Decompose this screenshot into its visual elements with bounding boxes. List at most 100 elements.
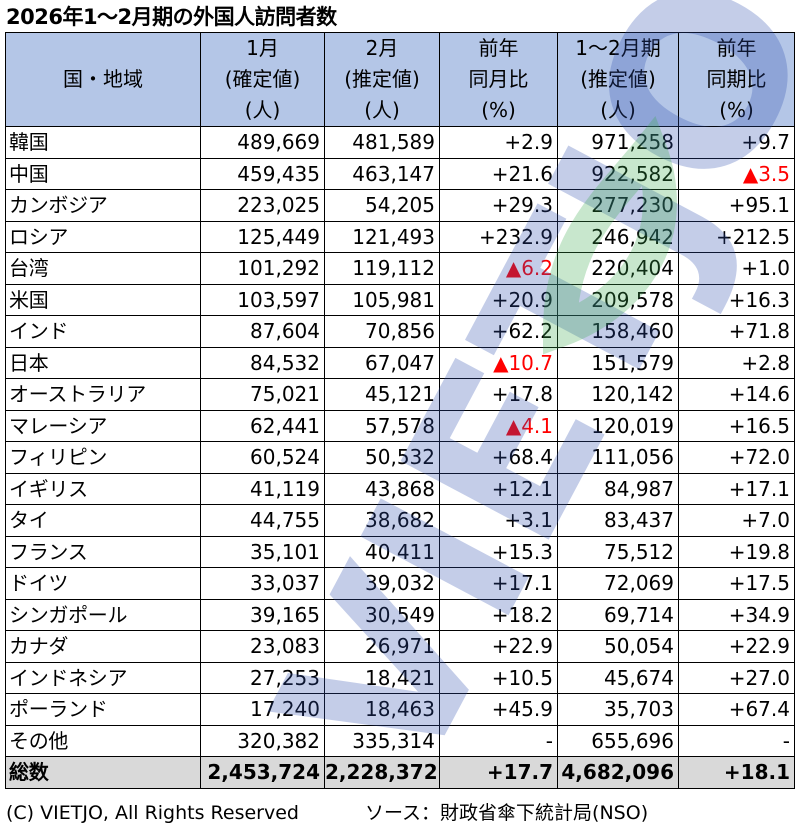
cell-jan: 17,240 <box>200 693 325 726</box>
cell-yoy: +67.4 <box>678 693 795 726</box>
cell-yoy: +18.1 <box>678 756 795 789</box>
cell-feb: 121,493 <box>324 220 440 253</box>
cell-feb: 335,314 <box>324 724 440 757</box>
table-row: カンボジア 223,025 54,205 +29.3 277,230 +95.1 <box>5 189 795 222</box>
cell-mom: +2.9 <box>439 126 558 159</box>
cell-feb: 50,532 <box>324 441 440 474</box>
cell-mom: +3.1 <box>439 504 558 537</box>
cell-mom: ▲6.2 <box>439 252 558 285</box>
table-row: シンガポール 39,165 30,549 +18.2 69,714 +34.9 <box>5 598 795 631</box>
cell-yoy: +19.8 <box>678 535 795 568</box>
cell-total: 277,230 <box>557 189 679 222</box>
cell-mom: +18.2 <box>439 598 558 631</box>
cell-jan: 125,449 <box>200 220 325 253</box>
cell-jan: 62,441 <box>200 409 325 442</box>
cell-yoy: +2.8 <box>678 346 795 379</box>
table-row: 台湾 101,292 119,112 ▲6.2 220,404 +1.0 <box>5 252 795 285</box>
cell-jan: 41,119 <box>200 472 325 505</box>
cell-name: カナダ <box>5 630 201 663</box>
total-row: 総数 2,453,724 2,228,372 +17.7 4,682,096 +18.1 <box>5 756 795 789</box>
cell-jan: 223,025 <box>200 189 325 222</box>
header-jan: 1月 (確定値) (人) <box>200 32 325 127</box>
table-row: タイ 44,755 38,682 +3.1 83,437 +7.0 <box>5 504 795 537</box>
cell-mom: +21.6 <box>439 157 558 190</box>
table-row: 日本 84,532 67,047 ▲10.7 151,579 +2.8 <box>5 346 795 379</box>
cell-name: 台湾 <box>5 252 201 285</box>
table-row: フィリピン 60,524 50,532 +68.4 111,056 +72.0 <box>5 441 795 474</box>
cell-name: フィリピン <box>5 441 201 474</box>
cell-feb: 70,856 <box>324 315 440 348</box>
cell-name: 米国 <box>5 283 201 316</box>
cell-feb: 54,205 <box>324 189 440 222</box>
page-title: 2026年1～2月期の外国人訪問者数 <box>6 5 337 29</box>
cell-total: 84,987 <box>557 472 679 505</box>
visitor-table: 国・地域 1月 (確定値) (人) 2月 (推定値) (人) 前年 同月比 (%) 1～2月… <box>5 32 795 789</box>
cell-yoy: +22.9 <box>678 630 795 663</box>
copyright-text: (C) VIETJO, All Rights Reserved <box>6 802 299 824</box>
cell-name: 日本 <box>5 346 201 379</box>
cell-mom: - <box>439 724 558 757</box>
cell-name: タイ <box>5 504 201 537</box>
cell-total: 120,019 <box>557 409 679 442</box>
cell-yoy: +212.5 <box>678 220 795 253</box>
table-row: オーストラリア 75,021 45,121 +17.8 120,142 +14.6 <box>5 378 795 411</box>
cell-jan: 23,083 <box>200 630 325 663</box>
cell-yoy: - <box>678 724 795 757</box>
cell-name: 総数 <box>5 756 201 789</box>
cell-total: 69,714 <box>557 598 679 631</box>
cell-total: 72,069 <box>557 567 679 600</box>
cell-name: 韓国 <box>5 126 201 159</box>
cell-name: ドイツ <box>5 567 201 600</box>
cell-total: 209,578 <box>557 283 679 316</box>
header-row: 国・地域 1月 (確定値) (人) 2月 (推定値) (人) 前年 同月比 (%) 1～2月… <box>5 32 795 127</box>
cell-mom: +17.8 <box>439 378 558 411</box>
cell-mom: +10.5 <box>439 661 558 694</box>
table-body: 韓国 489,669 481,589 +2.9 971,258 +9.7 中国 459,435… <box>5 126 795 789</box>
table-row: マレーシア 62,441 57,578 ▲4.1 120,019 +16.5 <box>5 409 795 442</box>
cell-name: ポーランド <box>5 693 201 726</box>
cell-mom: +15.3 <box>439 535 558 568</box>
cell-feb: 45,121 <box>324 378 440 411</box>
cell-name: 中国 <box>5 157 201 190</box>
cell-yoy: +9.7 <box>678 126 795 159</box>
cell-jan: 39,165 <box>200 598 325 631</box>
cell-feb: 481,589 <box>324 126 440 159</box>
cell-name: その他 <box>5 724 201 757</box>
cell-feb: 57,578 <box>324 409 440 442</box>
cell-yoy: +1.0 <box>678 252 795 285</box>
cell-jan: 27,253 <box>200 661 325 694</box>
cell-total: 151,579 <box>557 346 679 379</box>
cell-feb: 26,971 <box>324 630 440 663</box>
header-feb: 2月 (推定値) (人) <box>324 32 440 127</box>
table-row: ドイツ 33,037 39,032 +17.1 72,069 +17.5 <box>5 567 795 600</box>
table-row: 米国 103,597 105,981 +20.9 209,578 +16.3 <box>5 283 795 316</box>
cell-jan: 87,604 <box>200 315 325 348</box>
header-mom: 前年 同月比 (%) <box>439 32 558 127</box>
cell-yoy: +27.0 <box>678 661 795 694</box>
cell-mom: +45.9 <box>439 693 558 726</box>
cell-mom: +232.9 <box>439 220 558 253</box>
cell-jan: 44,755 <box>200 504 325 537</box>
cell-feb: 43,868 <box>324 472 440 505</box>
cell-yoy: +71.8 <box>678 315 795 348</box>
table-row: インドネシア 27,253 18,421 +10.5 45,674 +27.0 <box>5 661 795 694</box>
cell-feb: 18,421 <box>324 661 440 694</box>
cell-mom: +17.1 <box>439 567 558 600</box>
cell-name: ロシア <box>5 220 201 253</box>
cell-total: 120,142 <box>557 378 679 411</box>
cell-feb: 105,981 <box>324 283 440 316</box>
cell-feb: 2,228,372 <box>324 756 440 789</box>
cell-total: 35,703 <box>557 693 679 726</box>
cell-total: 75,512 <box>557 535 679 568</box>
cell-jan: 320,382 <box>200 724 325 757</box>
cell-jan: 101,292 <box>200 252 325 285</box>
cell-yoy: +17.1 <box>678 472 795 505</box>
cell-feb: 40,411 <box>324 535 440 568</box>
cell-mom: +62.2 <box>439 315 558 348</box>
table-row: インド 87,604 70,856 +62.2 158,460 +71.8 <box>5 315 795 348</box>
cell-jan: 84,532 <box>200 346 325 379</box>
cell-name: インド <box>5 315 201 348</box>
cell-jan: 35,101 <box>200 535 325 568</box>
table-row: フランス 35,101 40,411 +15.3 75,512 +19.8 <box>5 535 795 568</box>
cell-total: 111,056 <box>557 441 679 474</box>
